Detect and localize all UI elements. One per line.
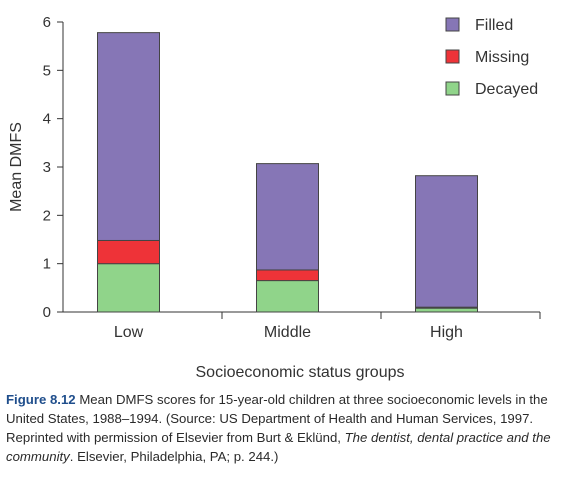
bar-segment-decayed (97, 263, 160, 313)
y-tick-label: 4 (43, 111, 51, 128)
bars (97, 32, 478, 313)
bar-segment-missing (256, 269, 319, 282)
y-tick-label: 6 (43, 14, 51, 31)
caption-text: Mean DMFS scores for 15-year-old childre… (6, 392, 548, 445)
caption-label: Figure 8.12 (6, 392, 76, 407)
chart: 0 1 2 3 4 5 6 Low Middle High Mean DMFS Socioeco… (8, 14, 541, 381)
bar-segment-decayed (415, 307, 478, 313)
legend: Filled Missing Decayed (445, 17, 538, 98)
caption-italic-title: The dentist, dental practice and the com… (6, 430, 551, 464)
x-tick-label: Middle (264, 324, 311, 341)
bar-segment-missing (97, 239, 160, 265)
legend-label-filled: Filled (475, 17, 513, 34)
legend-label-missing: Missing (475, 49, 529, 66)
y-tick-label: 1 (43, 256, 51, 273)
x-axis-label: Socioeconomic status groups (196, 364, 405, 381)
y-tick-label: 2 (43, 207, 51, 224)
bar-segment-filled (256, 163, 319, 271)
y-axis-label: Mean DMFS (8, 122, 25, 212)
legend-swatch-decayed (445, 81, 460, 96)
y-axis: 0 1 2 3 4 5 6 (43, 14, 64, 321)
bar-segment-filled (415, 175, 478, 308)
x-axis: Low Middle High (63, 311, 541, 341)
x-tick-label: Low (114, 324, 144, 341)
y-tick-label: 3 (43, 159, 51, 176)
x-tick-label: High (430, 324, 463, 341)
caption-tail: . Elsevier, Philadelphia, PA; p. 244.) (69, 449, 279, 464)
y-tick-label: 5 (43, 62, 51, 79)
legend-label-decayed: Decayed (475, 81, 538, 98)
legend-swatch-missing (445, 49, 460, 64)
bar-segment-decayed (256, 280, 319, 313)
y-tick-label: 0 (43, 304, 51, 321)
bar-segment-filled (97, 32, 160, 241)
legend-swatch-filled (445, 17, 460, 32)
figure-caption: Figure 8.12 Mean DMFS scores for 15-year… (6, 390, 558, 466)
